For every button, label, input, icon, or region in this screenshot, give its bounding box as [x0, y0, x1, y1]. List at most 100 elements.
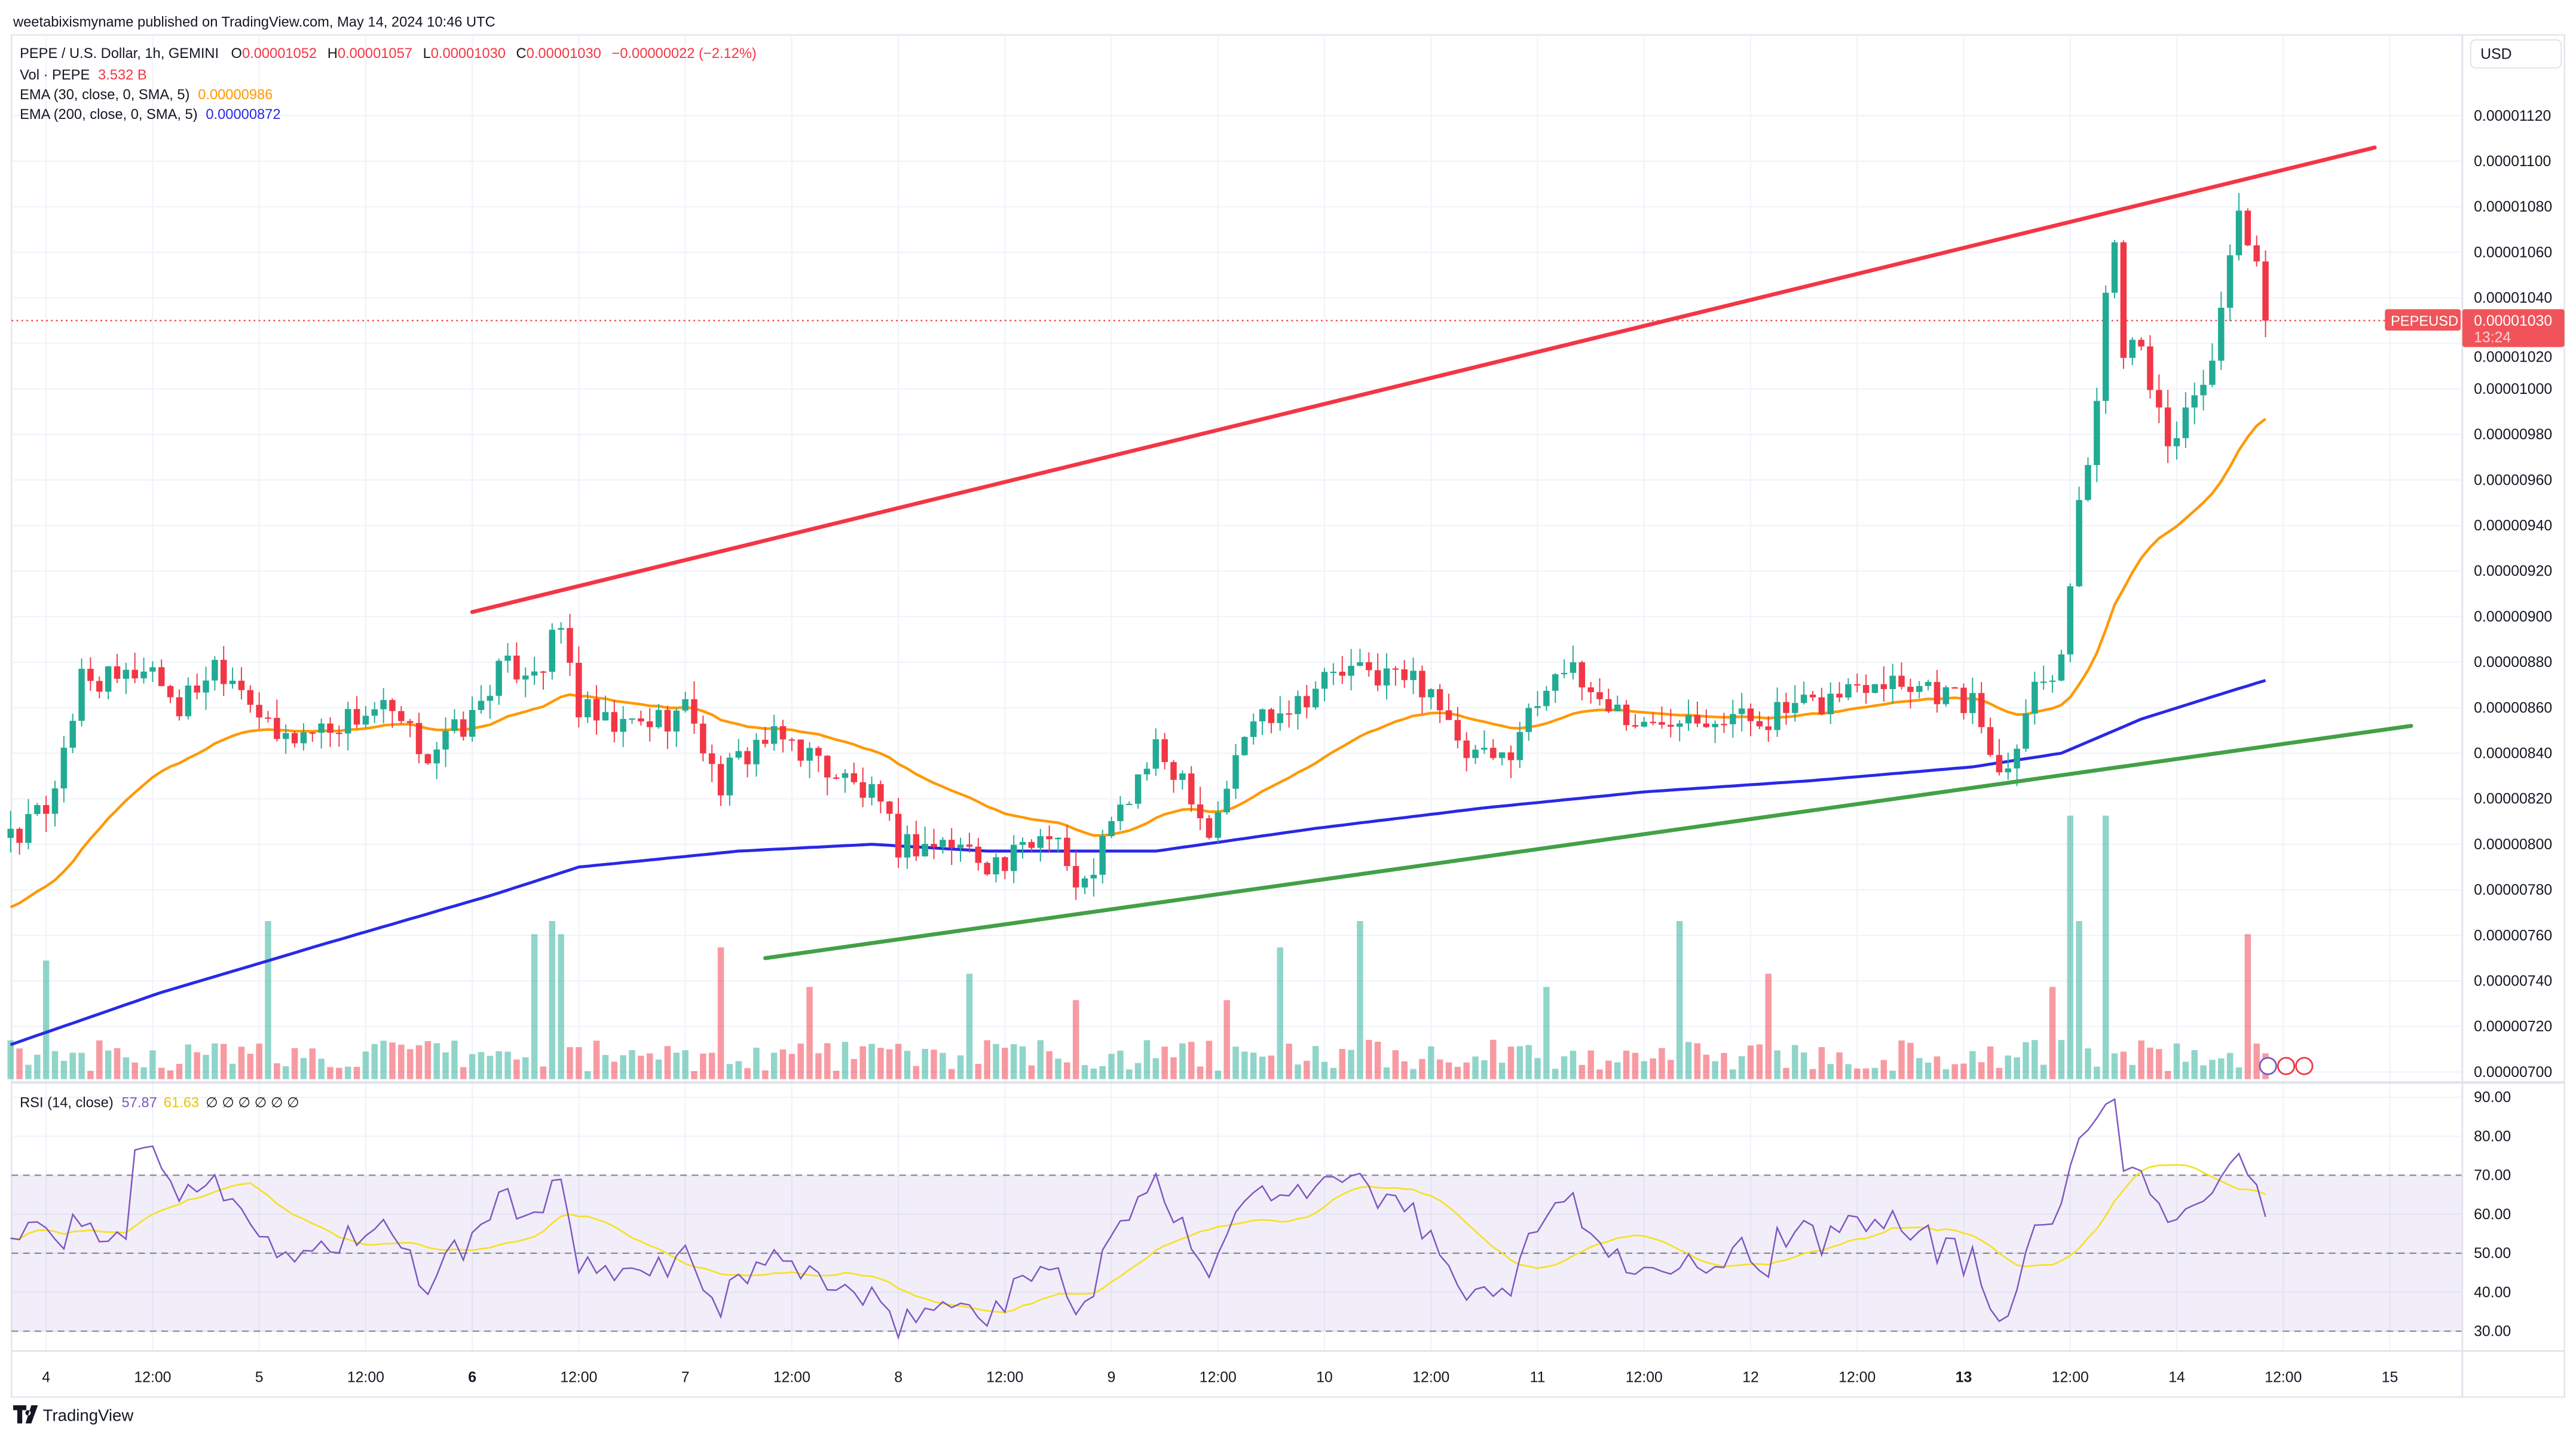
event-icons[interactable]	[2259, 1057, 2314, 1075]
candle-body	[984, 862, 990, 875]
candle-body	[2014, 748, 2020, 769]
rsi-tick-label: 80.00	[2474, 1128, 2511, 1145]
rsi-tick-label: 70.00	[2474, 1168, 2511, 1184]
candle-body	[1454, 720, 1461, 741]
price-axis[interactable]: 0.00001120 0.00001100 0.00001080 0.00001060…	[2474, 108, 2552, 1081]
volume-bar	[291, 1048, 298, 1079]
resistance-trendline[interactable]	[470, 145, 2377, 614]
volume-bar	[788, 1054, 796, 1079]
volume-bar	[1765, 974, 1772, 1079]
volume-bar	[567, 1047, 573, 1079]
time-label: 10	[1316, 1370, 1333, 1386]
candle-body	[34, 805, 41, 815]
volume-bar	[2120, 1051, 2127, 1079]
candle-body	[904, 834, 911, 858]
candle-body	[25, 814, 32, 843]
time-label: 12:00	[1838, 1370, 1876, 1386]
candle-body	[2200, 384, 2207, 396]
volume-bar	[1668, 1060, 1674, 1079]
volume-bar	[495, 1051, 502, 1079]
candle-body	[265, 717, 271, 719]
candle-body	[779, 726, 787, 740]
candle-body	[1507, 752, 1515, 760]
currency-button[interactable]	[2470, 39, 2562, 69]
candle-body	[1525, 708, 1532, 732]
candle-body	[1214, 812, 1222, 838]
volume-bar	[1543, 987, 1550, 1079]
candle-body	[1845, 684, 1852, 698]
candle-body	[114, 666, 121, 679]
volume-bar	[1170, 1057, 1177, 1079]
volume-bar	[931, 1049, 937, 1079]
candle-body	[478, 700, 485, 710]
time-axis[interactable]: 4 12:00 5 12:00 6 12:00 7 12:00 8 12:00 9 12:00 10 12…	[42, 1370, 2398, 1386]
candle-body	[1312, 689, 1319, 708]
candle-body	[1951, 687, 1958, 689]
volume-bar	[1374, 1041, 1381, 1079]
candle-body	[495, 660, 502, 696]
volume-bar	[2032, 1040, 2038, 1079]
volume-bar	[167, 1070, 174, 1079]
price-tick-label: 0.00000820	[2474, 791, 2552, 807]
volume-bar	[868, 1044, 875, 1079]
candle-body	[1410, 671, 1417, 680]
trendlines[interactable]	[470, 145, 2413, 960]
candle-body	[1055, 837, 1061, 840]
candle-body	[700, 723, 706, 754]
support-trendline[interactable]	[763, 724, 2413, 960]
volume-bar	[1090, 1068, 1097, 1079]
volume-bar	[2023, 1042, 2029, 1079]
volume-bar	[1197, 1066, 1204, 1079]
candle-body	[842, 773, 849, 778]
lightning-event-icon[interactable]	[2259, 1057, 2277, 1075]
candle-body	[2129, 339, 2136, 358]
us-flag-event-icon[interactable]	[2295, 1057, 2314, 1075]
published-caption: weetabixismyname published on TradingVie…	[13, 15, 495, 30]
flag-event-icon[interactable]	[2277, 1057, 2296, 1075]
volume-bar	[1419, 1058, 1425, 1079]
candle-body	[282, 733, 289, 739]
candle-body	[1836, 693, 1843, 698]
volume-bar	[762, 1070, 769, 1079]
candle-body	[833, 777, 840, 779]
candle-body	[966, 844, 973, 847]
volume-bar	[993, 1044, 999, 1079]
volume-bar	[2076, 921, 2082, 1079]
volume-bar	[2129, 1064, 2136, 1079]
volume-bar	[2058, 1040, 2065, 1079]
volume-bar	[212, 1043, 218, 1079]
candle-body	[824, 755, 831, 778]
candle-body	[1436, 689, 1443, 711]
volume-bar	[948, 1069, 955, 1079]
candle-body	[2005, 768, 2012, 773]
tradingview-logo[interactable]: TradingView	[13, 1405, 133, 1424]
candle-body	[1632, 725, 1639, 727]
candle-body	[1330, 671, 1337, 674]
candle-body	[1498, 752, 1506, 758]
candle-body	[2147, 346, 2153, 390]
ohlc-legend: PEPE / U.S. Dollar, 1h, GEMINI O0.000010…	[20, 46, 757, 62]
volume-bar	[176, 1064, 183, 1079]
candle-body	[975, 846, 982, 863]
time-label: 12:00	[134, 1370, 171, 1386]
candle-body	[646, 721, 653, 727]
price-tick-label: 0.00001120	[2474, 108, 2551, 124]
candle-body	[1064, 837, 1070, 867]
candle-body	[797, 739, 804, 761]
rsi-levels	[11, 1174, 2462, 1332]
time-label: 12	[1742, 1370, 1759, 1386]
candle-body	[167, 686, 174, 697]
volume-bar	[584, 1071, 591, 1079]
volume-bar	[1055, 1058, 1061, 1079]
volume-bar	[433, 1043, 440, 1079]
grid	[11, 35, 2462, 1351]
last-price-text: 0.00001030	[2474, 313, 2552, 329]
rsi-axis[interactable]: 90.00 80.00 70.00 60.00 50.00 40.00 30.00	[2474, 1090, 2511, 1339]
volume-bar	[1143, 1040, 1151, 1079]
volume-bar	[1694, 1043, 1701, 1079]
volume-bar	[1650, 1058, 1656, 1079]
candle-body	[806, 748, 813, 761]
volume-bar	[1445, 1062, 1452, 1079]
time-label: 7	[681, 1370, 690, 1386]
